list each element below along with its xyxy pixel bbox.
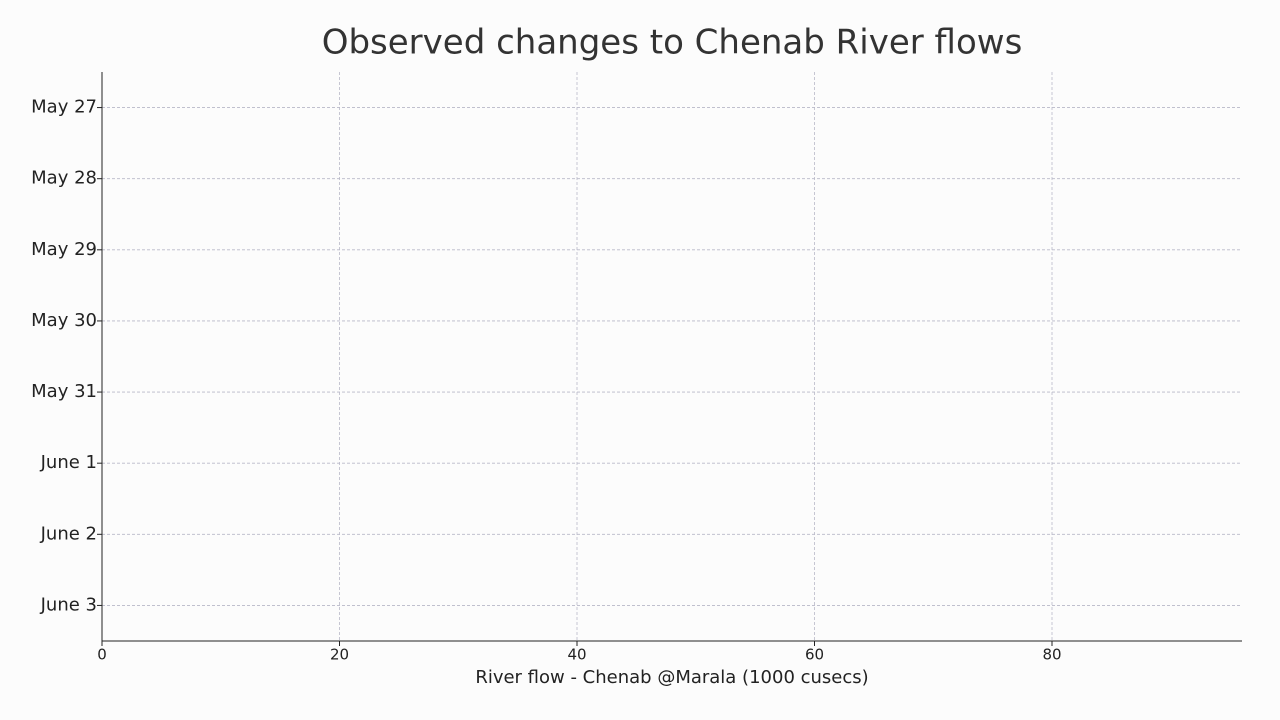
y-tick-label: May 31 bbox=[31, 381, 97, 402]
chart-title: Observed changes to Chenab River flows bbox=[322, 23, 1023, 63]
y-tick-label: June 1 bbox=[40, 452, 97, 473]
x-axis-label: River flow - Chenab @Marala (1000 cusecs… bbox=[475, 667, 868, 688]
x-tick-label: 20 bbox=[330, 646, 349, 664]
y-tick-label: June 2 bbox=[40, 523, 97, 544]
y-tick-label: May 30 bbox=[31, 310, 97, 331]
y-tick-label: June 3 bbox=[40, 594, 97, 615]
x-tick-label: 0 bbox=[97, 646, 107, 664]
y-tick-label: May 29 bbox=[31, 239, 97, 260]
x-tick-label: 40 bbox=[567, 646, 586, 664]
x-tick-label: 80 bbox=[1042, 646, 1061, 664]
x-tick-label: 60 bbox=[805, 646, 824, 664]
y-tick-label: May 28 bbox=[31, 168, 97, 189]
y-tick-label: May 27 bbox=[31, 97, 97, 118]
